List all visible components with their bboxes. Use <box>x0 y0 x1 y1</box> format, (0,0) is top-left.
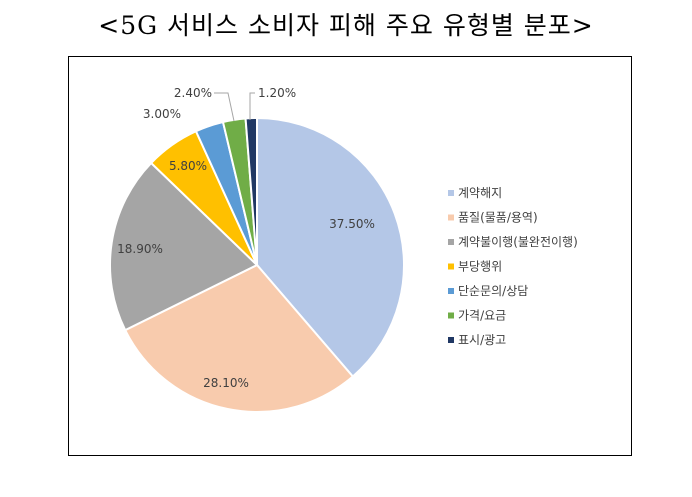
legend-label: 부당행위 <box>458 259 502 274</box>
legend-label: 표시/광고 <box>458 333 506 347</box>
legend-swatch <box>448 214 454 221</box>
leader-line <box>249 92 255 120</box>
pie-slice <box>123 263 355 413</box>
legend-swatch <box>448 288 454 294</box>
data-label: 2.40% <box>174 86 212 100</box>
data-label: 5.80% <box>169 159 207 173</box>
pie-slice <box>244 116 258 266</box>
pie-slice <box>109 161 259 332</box>
data-label: 1.20% <box>258 86 296 100</box>
data-label: 28.10% <box>203 376 249 390</box>
legend-label: 가격/요금 <box>458 309 506 323</box>
legend-swatch <box>448 312 454 319</box>
legend-swatch <box>448 239 454 245</box>
data-label: 3.00% <box>143 107 181 121</box>
legend-label: 단순문의/상담 <box>458 284 528 298</box>
legend-label: 계약불이행(불완전이행) <box>458 234 578 249</box>
legend-swatch <box>448 337 454 343</box>
chart-title: <5G 서비스 소비자 피해 주요 유형별 분포> <box>98 11 594 40</box>
leader-line <box>214 92 235 122</box>
legend-swatch <box>448 263 454 270</box>
legend-swatch <box>448 190 454 196</box>
data-label: 37.50% <box>329 217 375 231</box>
legend-label: 품질(물품/용역) <box>458 211 538 225</box>
pie-slice <box>256 116 405 378</box>
legend-label: 계약해지 <box>458 185 502 200</box>
data-label: 18.90% <box>117 242 163 256</box>
